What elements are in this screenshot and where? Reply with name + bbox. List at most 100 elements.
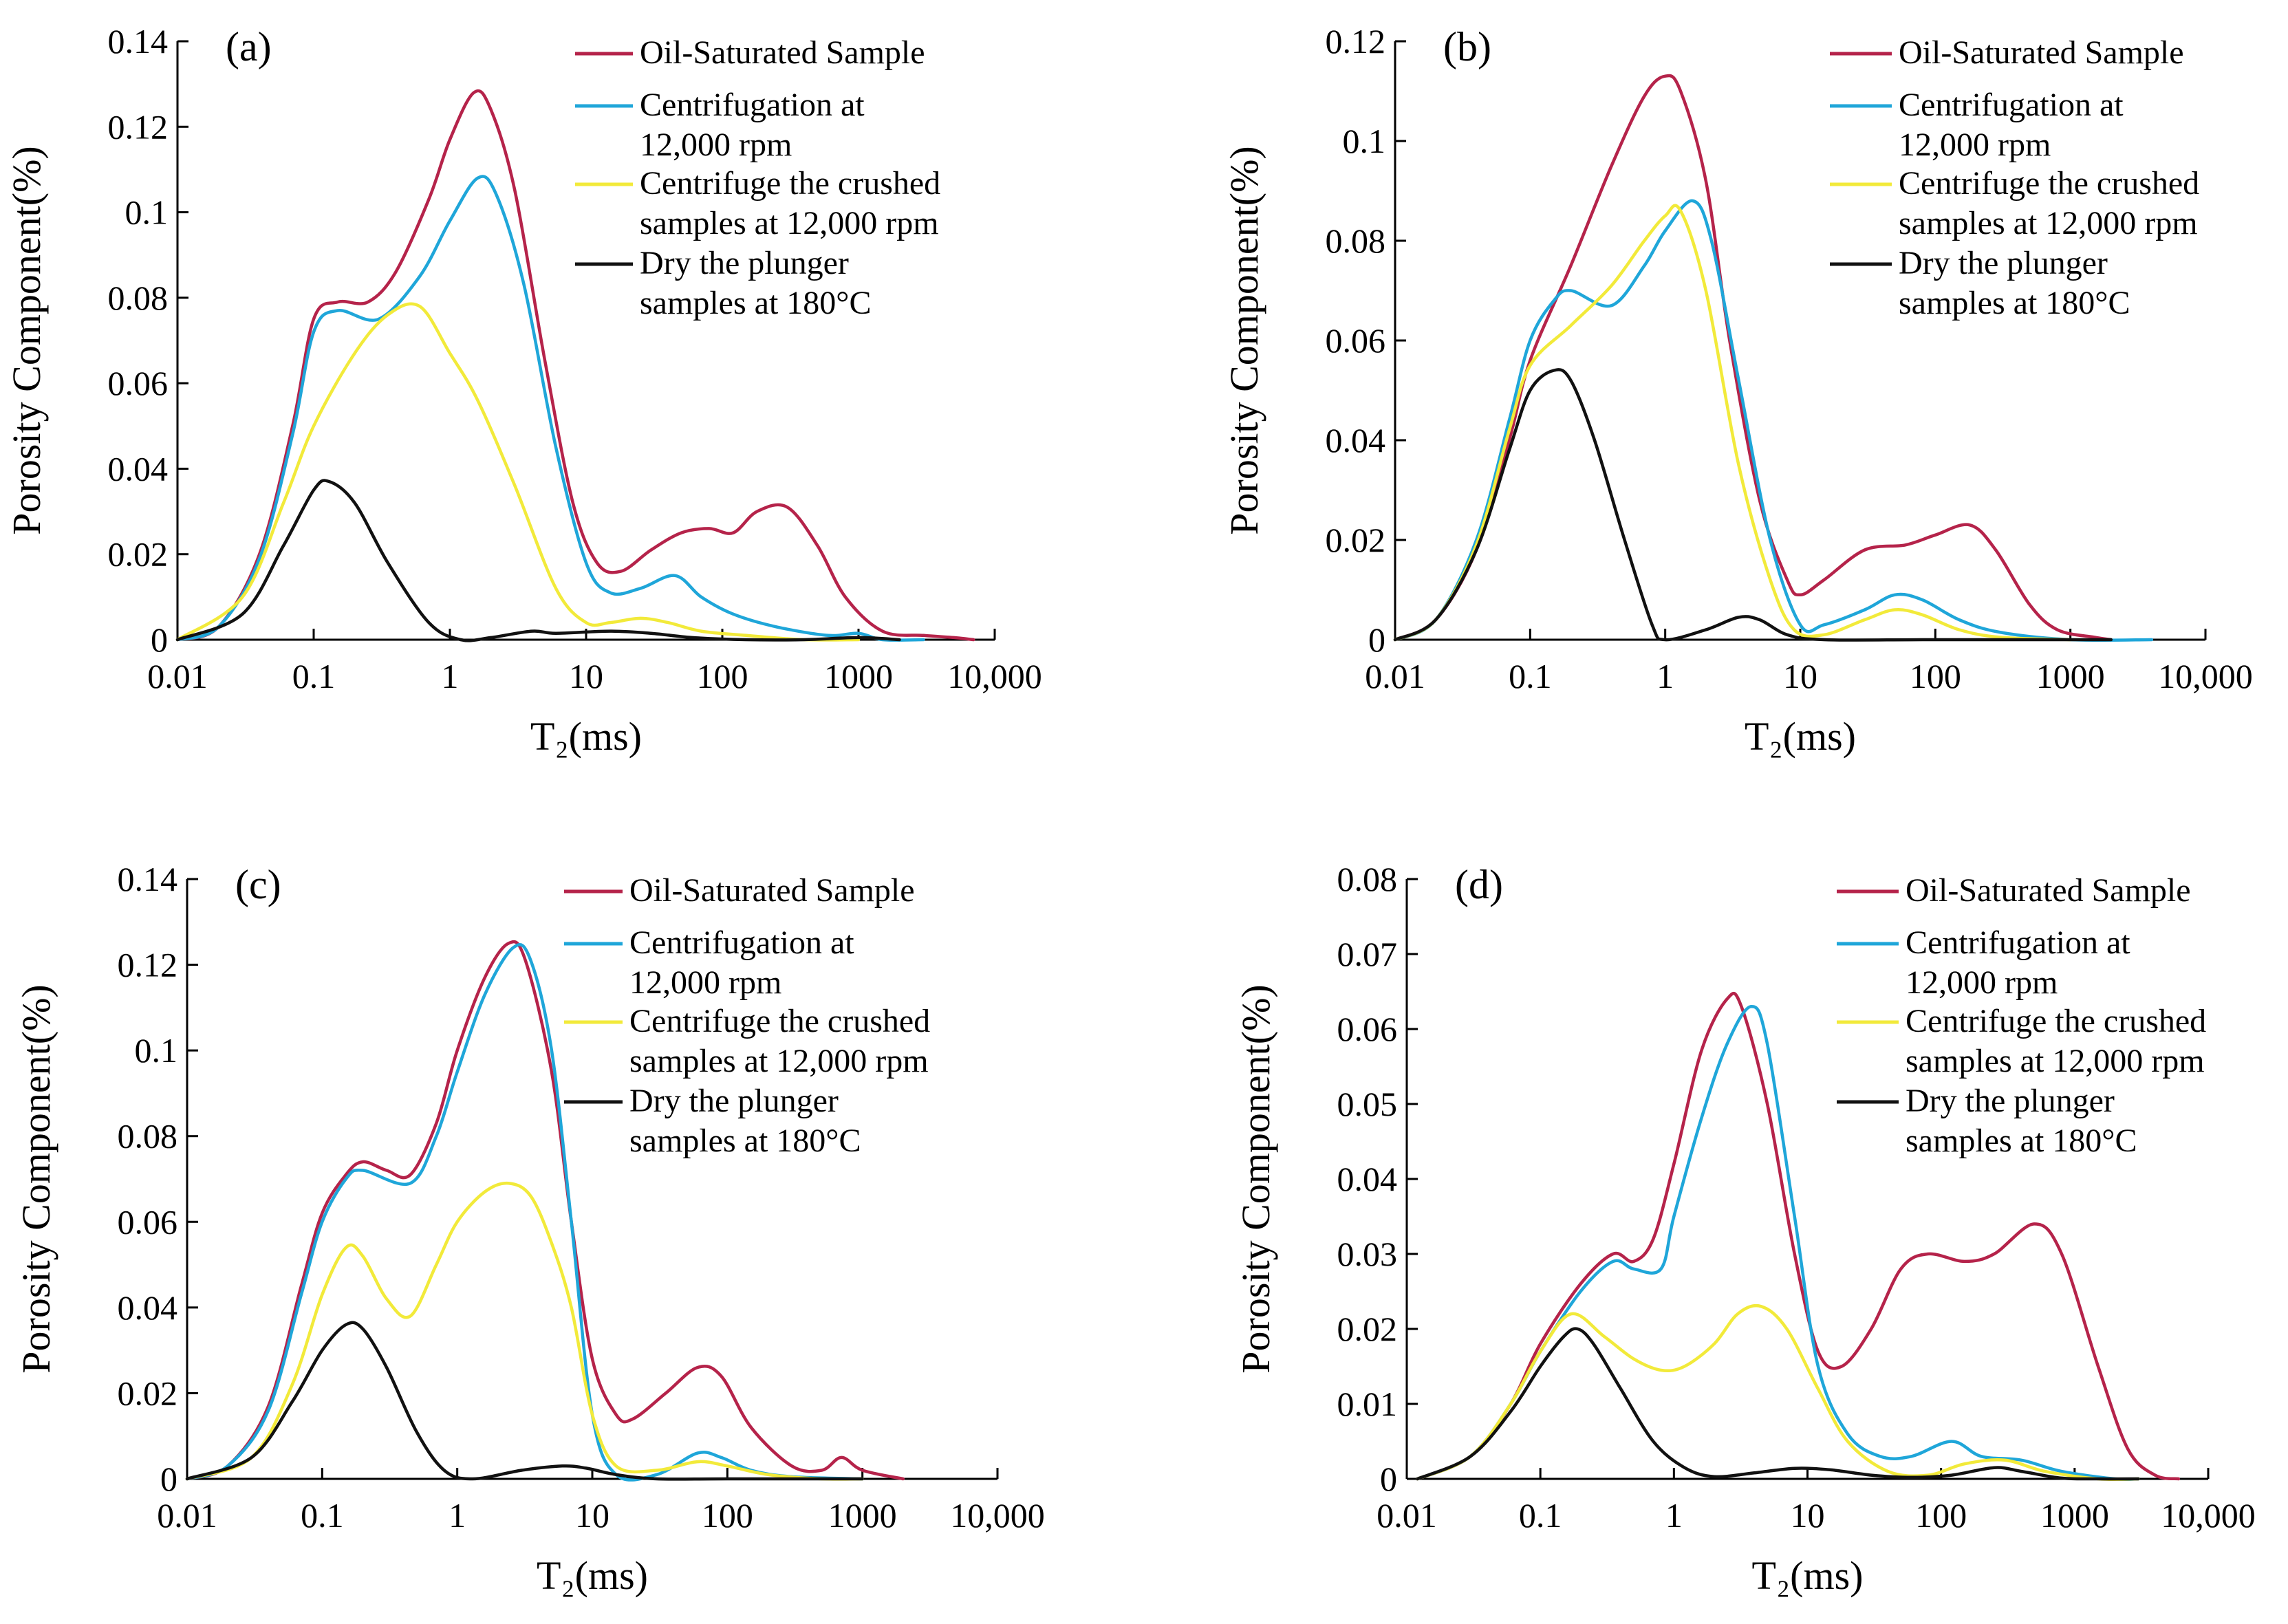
x-tick-label: 100 xyxy=(1910,657,1961,695)
y-tick-label: 0.04 xyxy=(118,1288,178,1327)
series-centrifuge xyxy=(175,175,925,642)
x-tick-label: 10,000 xyxy=(947,657,1042,695)
y-tick-label: 0.01 xyxy=(1337,1385,1398,1423)
y-axis-title: Porosity Component(%) xyxy=(4,146,49,534)
x-tick-label: 1000 xyxy=(824,657,893,695)
legend-label-centrifuge: Centrifugation at xyxy=(1906,924,2130,961)
y-axis-title: Porosity Component(%) xyxy=(1222,146,1266,534)
legend-label-dry: Dry the plunger xyxy=(629,1083,839,1119)
y-tick-label: 0.1 xyxy=(1343,122,1386,160)
legend-label-oil: Oil-Saturated Sample xyxy=(1899,34,2184,71)
legend-label-oil: Oil-Saturated Sample xyxy=(629,872,915,909)
x-tick-label: 100 xyxy=(1915,1496,1967,1535)
legend-label-centrifuge: 12,000 rpm xyxy=(1899,127,2051,163)
legend-label-dry: Dry the plunger xyxy=(1899,245,2108,281)
y-tick-label: 0.14 xyxy=(108,22,169,61)
y-tick-label: 0.02 xyxy=(1326,521,1386,559)
x-tick-label: 0.01 xyxy=(157,1496,217,1535)
legend: Oil-Saturated Sample Centrifugation at 12,… xyxy=(1830,34,2199,321)
x-tick-label: 0.01 xyxy=(1365,657,1425,695)
x-tick-label: 1 xyxy=(1665,1496,1683,1535)
series-oil xyxy=(185,940,905,1481)
x-tick-label: 1 xyxy=(1656,657,1674,695)
legend-label-crushed: Centrifuge the crushed xyxy=(640,165,940,202)
y-tick-label: 0 xyxy=(1380,1460,1397,1498)
series-crushed xyxy=(1416,1303,2140,1482)
chart-panel-a: 0 0.02 0.04 0.06 0.08 0.1 0.12 0.14 0.01 0.1 1 10 10… xyxy=(4,22,1042,759)
legend-label-oil: Oil-Saturated Sample xyxy=(1906,872,2191,909)
x-tick-label: 1 xyxy=(442,657,459,695)
y-tick-label: 0.08 xyxy=(1326,221,1386,260)
x-tick-label: 10 xyxy=(575,1496,609,1535)
legend-label-crushed: Centrifuge the crushed xyxy=(629,1003,930,1039)
y-tick-label: 0.08 xyxy=(108,279,169,317)
legend-label-dry: Dry the plunger xyxy=(640,245,849,281)
x-tick-label: 10 xyxy=(1791,1496,1825,1535)
legend: Oil-Saturated Sample Centrifugation at12,… xyxy=(1837,872,2206,1159)
x-tick-label: 1 xyxy=(449,1496,466,1535)
x-tick-label: 10,000 xyxy=(2161,1496,2256,1535)
legend-label-centrifuge: Centrifugation at xyxy=(629,924,854,961)
x-axis-title: T₂(ms) xyxy=(1745,714,1856,759)
legend-label-dry: Dry the plunger xyxy=(1906,1083,2115,1119)
series-centrifuge xyxy=(185,943,864,1482)
series-dry xyxy=(175,479,901,642)
series-centrifuge xyxy=(1416,1005,2140,1482)
y-tick-label: 0.08 xyxy=(118,1117,178,1156)
legend-label-crushed: samples at 12,000 rpm xyxy=(1906,1043,2205,1079)
panel-label: (b) xyxy=(1443,24,1491,69)
series-oil xyxy=(1416,991,2181,1481)
x-tick-label: 0.01 xyxy=(147,657,208,695)
x-tick-label: 1000 xyxy=(2040,1496,2109,1535)
y-tick-label: 0.02 xyxy=(118,1374,178,1412)
x-tick-label: 100 xyxy=(702,1496,753,1535)
chart-panel-c: 0 0.02 0.04 0.06 0.08 0.1 0.12 0.14 0.01 0.1 1 10 10… xyxy=(14,860,1045,1598)
y-tick-label: 0.04 xyxy=(1326,421,1386,459)
y-tick-label: 0 xyxy=(1368,620,1385,659)
series-crushed xyxy=(1393,204,2072,642)
legend-label-centrifuge: 12,000 rpm xyxy=(1906,964,2058,1001)
y-tick-label: 0.07 xyxy=(1337,935,1398,973)
legend-label-dry: samples at 180°C xyxy=(640,285,872,321)
y-tick-label: 0 xyxy=(160,1460,177,1498)
y-axis-title: Porosity Component(%) xyxy=(1233,984,1278,1373)
series-crushed xyxy=(185,1181,864,1481)
y-tick-label: 0.02 xyxy=(1337,1310,1398,1348)
series-centrifuge xyxy=(1393,199,2154,642)
panel-label: (c) xyxy=(235,862,281,907)
x-axis-title: T₂(ms) xyxy=(537,1553,648,1598)
chart-panel-d: 00.010.020.030.040.050.060.070.080.01 0.1… xyxy=(1233,860,2256,1598)
legend-label-centrifuge: Centrifugation at xyxy=(640,87,865,123)
y-tick-label: 0.02 xyxy=(108,535,169,574)
x-tick-label: 10,000 xyxy=(2158,657,2253,695)
y-tick-label: 0.03 xyxy=(1337,1235,1398,1273)
x-axis-title: T₂(ms) xyxy=(530,714,642,759)
x-tick-label: 10 xyxy=(569,657,603,695)
series-dry xyxy=(1393,368,2113,642)
y-tick-label: 0.06 xyxy=(1326,321,1386,360)
y-tick-label: 0.12 xyxy=(108,107,169,146)
panel-label: (d) xyxy=(1455,862,1503,907)
x-tick-label: 1000 xyxy=(828,1496,897,1535)
x-tick-label: 0.1 xyxy=(292,657,336,695)
legend: Oil-Saturated Sample Centrifugation at12,… xyxy=(564,872,930,1159)
panel-label: (a) xyxy=(226,24,272,69)
legend-label-centrifuge: Centrifugation at xyxy=(1899,87,2124,123)
y-tick-label: 0.06 xyxy=(118,1202,178,1241)
legend-label-crushed: Centrifuge the crushed xyxy=(1899,165,2199,202)
y-tick-label: 0.08 xyxy=(1337,860,1398,898)
y-tick-label: 0.1 xyxy=(125,193,169,232)
legend-label-centrifuge: 12,000 rpm xyxy=(629,964,781,1001)
x-tick-label: 100 xyxy=(697,657,748,695)
y-tick-label: 0.06 xyxy=(108,364,169,402)
y-tick-label: 0.1 xyxy=(135,1031,178,1070)
y-tick-label: 0.06 xyxy=(1337,1010,1398,1048)
y-tick-label: 0.04 xyxy=(1337,1160,1398,1198)
legend-label-oil: Oil-Saturated Sample xyxy=(640,34,925,71)
series-dry xyxy=(185,1321,864,1481)
series-dry xyxy=(1416,1327,2140,1481)
y-tick-label: 0 xyxy=(151,620,168,659)
legend-label-dry: samples at 180°C xyxy=(1906,1123,2137,1159)
x-tick-label: 0.1 xyxy=(301,1496,344,1535)
